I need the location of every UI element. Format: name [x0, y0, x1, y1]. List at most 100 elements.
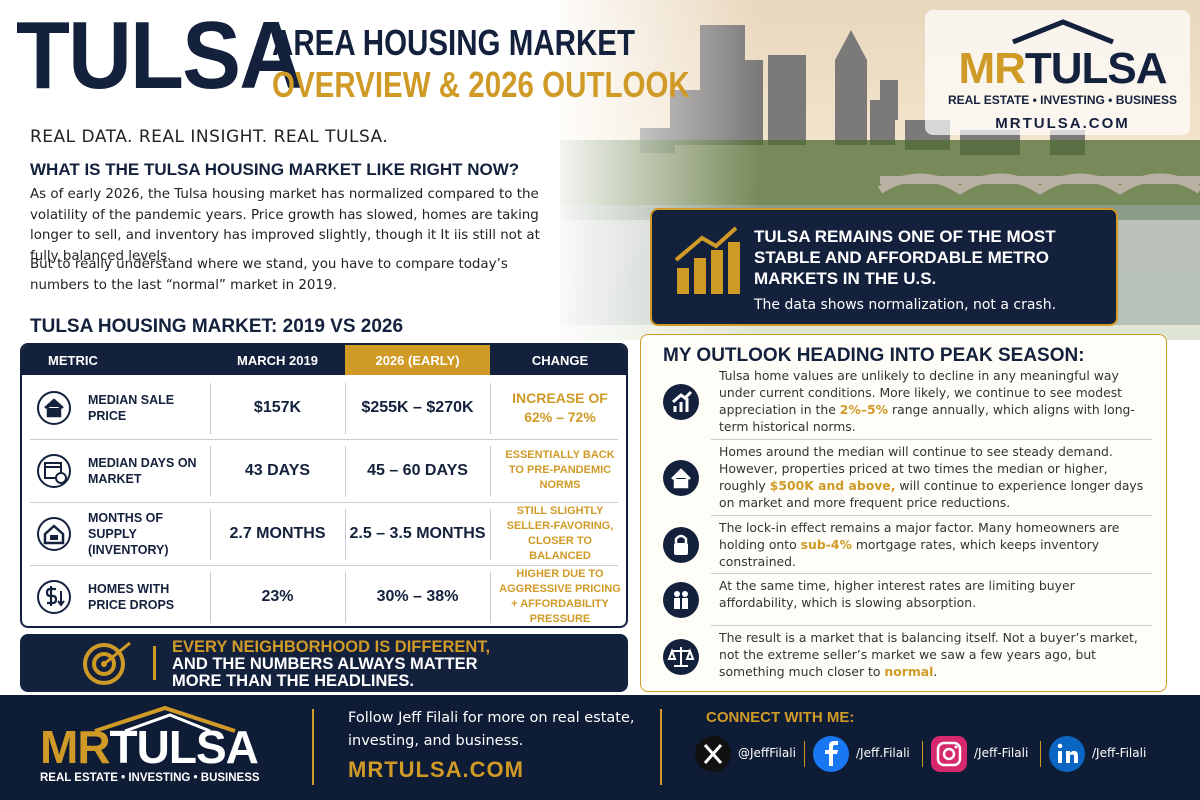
- column-rule: [210, 383, 211, 434]
- highlight-text: $500K and above,: [769, 478, 896, 493]
- callout: TULSA REMAINS ONE OF THE MOST STABLE AND…: [650, 208, 1118, 326]
- social-handle[interactable]: /Jeff-Filali: [1092, 746, 1147, 760]
- social-icon[interactable]: [694, 735, 732, 773]
- row-icon: [36, 579, 72, 615]
- footer-roof: [94, 705, 236, 733]
- item-text: range annually, which aligns with long-t…: [719, 402, 1135, 434]
- icon-glyph: [671, 468, 691, 489]
- item-text: The lock-in effect remains a major facto…: [719, 520, 1120, 552]
- logo-url: MRTULSA.COM: [995, 115, 1130, 132]
- outlook-icon: [663, 384, 699, 420]
- outlook-item: Homes around the median will continue to…: [719, 443, 1149, 511]
- column-header: MARCH 2019: [237, 352, 318, 368]
- social-icon[interactable]: [930, 735, 968, 773]
- callout-headline: TULSA REMAINS ONE OF THE MOST STABLE AND…: [754, 227, 1056, 288]
- social-icon[interactable]: [812, 735, 850, 773]
- metric-name: MEDIAN DAYS ON MARKET: [88, 455, 197, 486]
- social-handle[interactable]: @JeffFilali: [738, 746, 796, 760]
- outlook-item: The result is a market that is balancing…: [719, 629, 1149, 680]
- social-glyph: [1049, 736, 1085, 772]
- connect-heading: CONNECT WITH ME:: [706, 709, 855, 726]
- footer-logo-tulsa: TULSA: [109, 721, 259, 773]
- outlook-item: The lock-in effect remains a major facto…: [719, 519, 1149, 570]
- growth-icon: [674, 226, 740, 294]
- social-glyph: [695, 736, 731, 772]
- social-divider: [804, 741, 805, 767]
- column-header: CHANGE: [531, 352, 589, 368]
- highlight-text: sub-4%: [800, 537, 852, 552]
- icon-glyph: [667, 647, 695, 667]
- change-note: INCREASE OF 62% – 72%: [512, 389, 608, 425]
- metric-name: HOMES WITH PRICE DROPS: [88, 581, 175, 612]
- item-text: .: [933, 664, 938, 679]
- change-note: HIGHER DUE TO AGGRESSIVE PRICING + AFFOR…: [499, 567, 621, 625]
- intro-paragraph: As of early 2026, the Tulsa housing mark…: [30, 187, 540, 264]
- column-rule: [345, 446, 346, 497]
- metric-value: 23%: [261, 587, 294, 605]
- row-divider: [30, 502, 618, 503]
- metric-icon: [37, 580, 71, 614]
- metric-value: $255K – $270K: [361, 398, 474, 416]
- column-rule: [490, 446, 491, 497]
- column-rule: [345, 572, 346, 623]
- social-divider: [922, 741, 923, 767]
- social-handle[interactable]: /Jeff.Filali: [856, 746, 910, 760]
- metric-value: 2.7 MONTHS: [229, 524, 326, 542]
- icon-glyph: [674, 591, 688, 609]
- item-divider: [711, 439, 1152, 440]
- table-title: TULSA HOUSING MARKET: 2019 VS 2026: [30, 316, 404, 337]
- social-icon[interactable]: [1048, 735, 1086, 773]
- icon-glyph: [674, 534, 688, 555]
- social-handle[interactable]: /Jeff-Filali: [974, 746, 1029, 760]
- row-icon: [36, 390, 72, 426]
- row-icon: [36, 453, 72, 489]
- item-divider: [711, 573, 1152, 574]
- logo: MRTULSA REAL ESTATE • INVESTING • BUSINE…: [935, 18, 1190, 132]
- footer-logo-mr: MR: [40, 721, 111, 773]
- column-rule: [210, 572, 211, 623]
- intro-heading: WHAT IS THE TULSA HOUSING MARKET LIKE RI…: [30, 160, 520, 179]
- intro-paragraph: But to really understand where we stand,…: [30, 257, 508, 293]
- table-header-highlight: [345, 345, 490, 375]
- outlook-icon: [663, 582, 699, 618]
- item-text: will continue to experience longer days …: [719, 478, 1144, 510]
- outlook-icon: [663, 639, 699, 675]
- item-divider: [711, 515, 1152, 516]
- outlook-icon: [663, 527, 699, 563]
- metric-icon: [37, 517, 71, 551]
- column-rule: [490, 383, 491, 434]
- metric-value: $157K: [253, 398, 302, 416]
- change-note: ESSENTIALLY BACK TO PRE-PANDEMIC NORMS: [505, 449, 615, 491]
- item-text: Tulsa home values are unlikely to declin…: [719, 368, 1123, 417]
- metric-value: 2.5 – 3.5 MONTHS: [349, 524, 486, 542]
- subtitle: AREA HOUSING MARKET: [272, 22, 635, 63]
- metric-value: 45 – 60 DAYS: [367, 461, 468, 479]
- metric-icon: [37, 454, 71, 488]
- column-rule: [345, 509, 346, 560]
- metric-value: 30% – 38%: [376, 587, 459, 605]
- item-text: mortgage rates, which keeps inventory co…: [719, 537, 1100, 569]
- highlight-text: normal: [884, 664, 934, 679]
- logo-tulsa: TULSA: [1024, 44, 1168, 93]
- column-rule: [490, 572, 491, 623]
- subtitle: OVERVIEW & 2026 OUTLOOK: [272, 64, 690, 105]
- item-text: The result is a market that is balancing…: [719, 630, 1138, 679]
- item-text: At the same time, higher interest rates …: [719, 578, 1075, 610]
- metric-value: 43 DAYS: [244, 461, 311, 479]
- column-rule: [210, 509, 211, 560]
- metric-icon: [37, 391, 71, 425]
- column-rule: [345, 383, 346, 434]
- footer-url[interactable]: MRTULSA.COM: [348, 757, 524, 782]
- follow-text: Follow Jeff Filali for more on real esta…: [348, 710, 635, 749]
- column-rule: [210, 446, 211, 497]
- metric-name: MEDIAN SALE PRICE: [88, 392, 175, 423]
- title: TULSA: [16, 2, 303, 109]
- logo-tagline: REAL ESTATE • INVESTING • BUSINESS: [947, 93, 1178, 107]
- footer: MRTULSA REAL ESTATE • INVESTING • BUSINE…: [0, 695, 1200, 800]
- banner: EVERY NEIGHBORHOOD IS DIFFERENT, AND THE…: [20, 634, 628, 692]
- outlook-item: At the same time, higher interest rates …: [719, 577, 1149, 611]
- outlook-item: Tulsa home values are unlikely to declin…: [719, 367, 1149, 435]
- outlook-icon: [663, 460, 699, 496]
- column-rule: [490, 509, 491, 560]
